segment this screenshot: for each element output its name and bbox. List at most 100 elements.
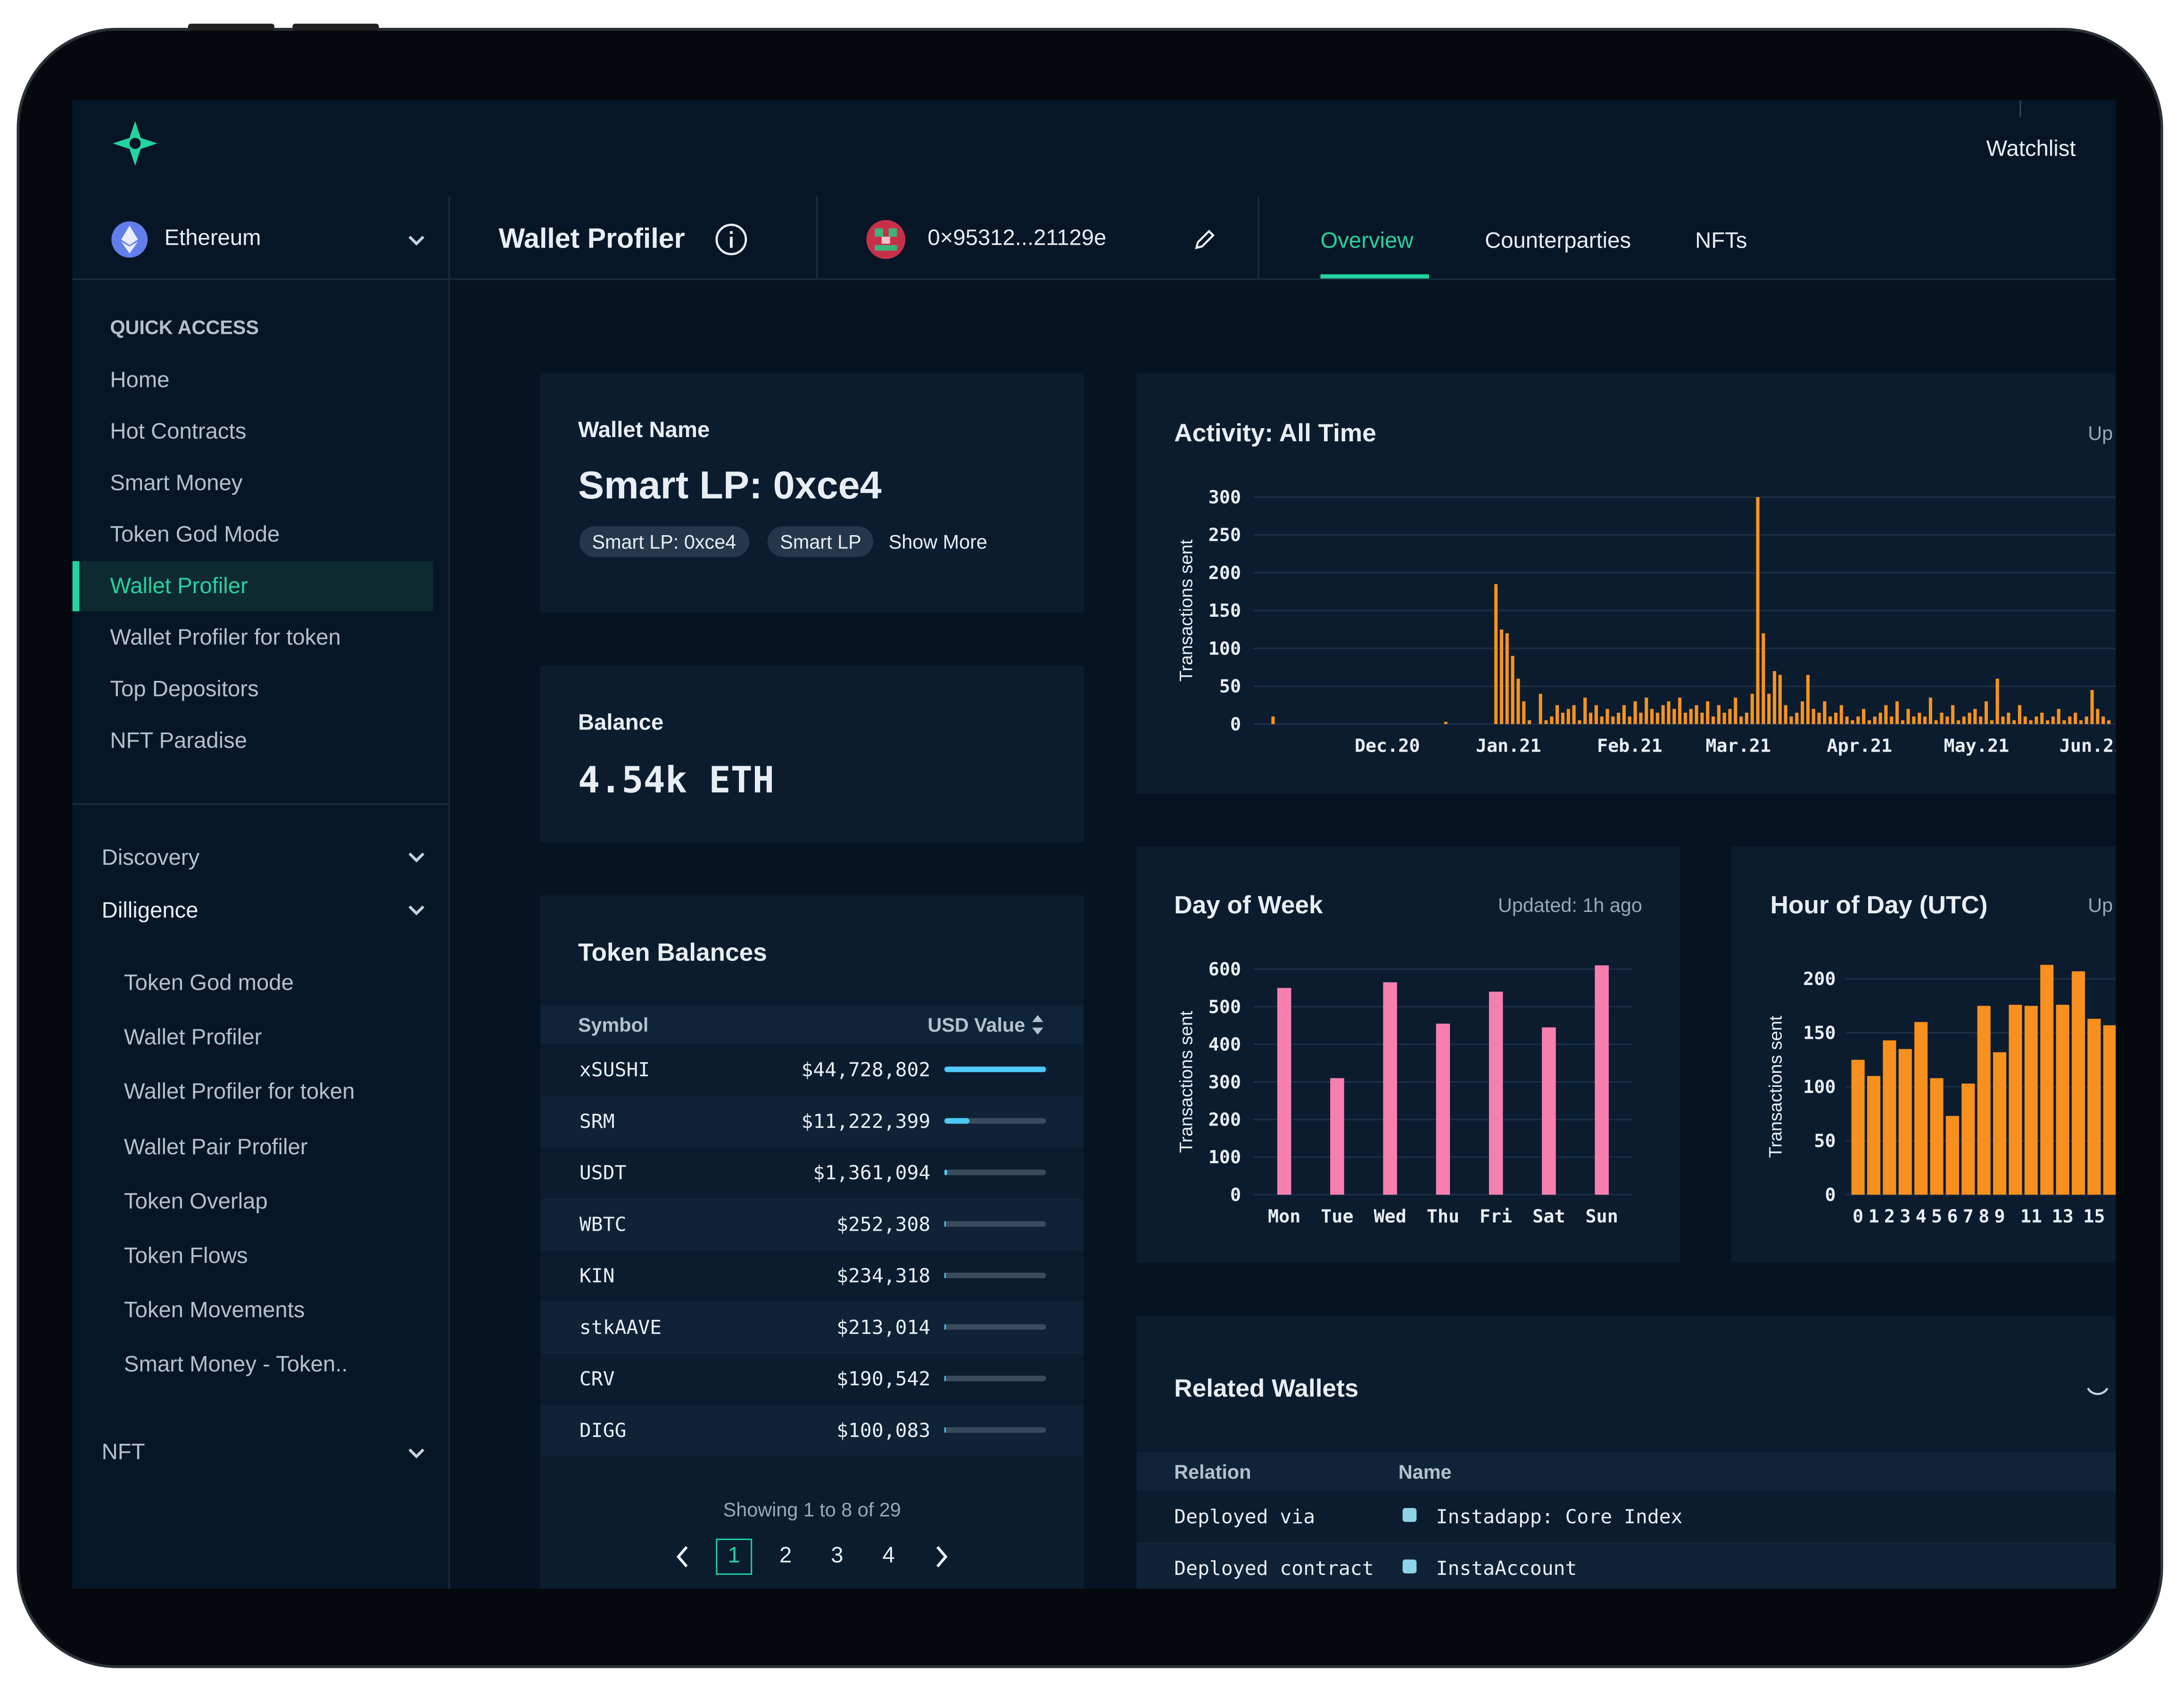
bar — [1550, 716, 1554, 724]
logo — [113, 121, 157, 166]
day-of-week-chart: 0 100 200 300 400 500 600 Transactions sent Mon T… — [1176, 959, 1633, 1227]
y-tick-label: 0 — [1230, 1184, 1241, 1206]
tab[interactable]: NFTs — [1695, 230, 1747, 254]
bar — [2012, 720, 2016, 724]
bar — [1795, 712, 1799, 724]
bar — [1895, 701, 1899, 724]
bar — [1951, 705, 1955, 724]
nav-section[interactable]: Discovery — [101, 846, 200, 870]
nav-section[interactable]: Dilligence — [101, 899, 199, 923]
bar — [1968, 712, 1971, 724]
tab[interactable]: Counterparties — [1485, 230, 1631, 254]
wallet-name[interactable]: InstaAccount — [1436, 1558, 1577, 1581]
bar — [2051, 716, 2055, 724]
table-header — [540, 1005, 1084, 1044]
bar — [2007, 712, 2010, 724]
prev-page[interactable] — [674, 1544, 691, 1569]
bar — [1522, 701, 1526, 724]
page-number[interactable]: 1 — [716, 1539, 753, 1575]
row-bg — [1136, 1542, 2116, 1589]
watchlist-link[interactable]: Watchlist — [1986, 138, 2076, 162]
x-tick-label: Sat — [1532, 1206, 1565, 1227]
bar — [2071, 971, 2085, 1195]
bar — [1271, 716, 1275, 724]
bar — [1934, 720, 1938, 724]
bar — [2107, 720, 2111, 724]
bar — [2096, 709, 2100, 724]
value-bar — [944, 1324, 945, 1330]
bar — [1778, 675, 1782, 724]
updated-label: Updated: 1h ago — [1498, 894, 1642, 917]
info-icon[interactable] — [714, 223, 748, 256]
token-symbol: KIN — [579, 1266, 615, 1288]
bar — [2023, 716, 2027, 724]
bar — [1555, 705, 1559, 724]
page-number[interactable]: 3 — [831, 1544, 844, 1568]
bar — [2101, 716, 2105, 724]
y-tick-label: 0 — [1230, 714, 1241, 735]
bar — [2045, 720, 2050, 724]
nav-item[interactable]: Smart Money — [110, 472, 243, 496]
y-tick-label: 400 — [1208, 1034, 1241, 1055]
chain-select[interactable]: Ethereum — [164, 227, 261, 251]
page-number[interactable]: 2 — [779, 1544, 792, 1568]
nav-item[interactable]: Smart Money - Token.. — [124, 1354, 348, 1378]
section-title: QUICK ACCESS — [110, 316, 259, 339]
x-tick-label: Wed — [1374, 1206, 1406, 1227]
bar — [1801, 701, 1804, 724]
nav-item[interactable]: Wallet Pair Profiler — [124, 1135, 308, 1159]
next-page[interactable] — [933, 1544, 950, 1569]
tab[interactable]: Overview — [1320, 230, 1414, 254]
bar — [1898, 1049, 1912, 1195]
edit-icon[interactable] — [1192, 227, 1217, 252]
bar — [1918, 712, 1921, 724]
nav-item[interactable]: Token God mode — [124, 972, 294, 996]
nav-item[interactable]: NFT Paradise — [110, 729, 248, 753]
nav-item[interactable]: Token Overlap — [124, 1190, 268, 1214]
bar — [1633, 701, 1637, 724]
sort-icon[interactable] — [1031, 1014, 1045, 1036]
bar — [1655, 712, 1659, 724]
nav-item[interactable]: Wallet Profiler — [124, 1026, 262, 1051]
nav-item[interactable]: Wallet Profiler for token — [124, 1081, 355, 1105]
label: Balance — [578, 711, 664, 736]
nav-item[interactable]: Token Flows — [124, 1244, 248, 1269]
nav-item[interactable]: Token God Mode — [110, 523, 280, 547]
y-tick-label: 50 — [1814, 1131, 1836, 1152]
show-more[interactable]: Show More — [888, 530, 987, 553]
page-number[interactable]: 4 — [882, 1544, 895, 1568]
bar — [1995, 679, 1999, 724]
bar — [1806, 675, 1810, 724]
chevron — [408, 905, 425, 916]
bar — [1683, 712, 1688, 724]
chevron — [408, 1448, 425, 1459]
bar — [2087, 1018, 2101, 1195]
bar — [2001, 716, 2005, 724]
sub-bar — [72, 196, 2116, 280]
card-title: Hour of Day (UTC) — [1770, 891, 1988, 919]
bar-track — [944, 1273, 1046, 1278]
entity-icon — [1402, 1559, 1417, 1573]
bar — [1678, 697, 1682, 724]
y-axis-label: Transactions sent — [1176, 539, 1197, 682]
nav-item[interactable]: Wallet Profiler for token — [110, 626, 341, 651]
nav-item[interactable]: Home — [110, 369, 170, 393]
bar — [1961, 1083, 1975, 1195]
wallet-name[interactable]: Instadapp: Core Index — [1436, 1507, 1683, 1529]
nav-item[interactable]: Token Movements — [124, 1299, 305, 1323]
nav-item[interactable]: Top Depositors — [110, 678, 259, 702]
nav-section[interactable]: NFT — [101, 1441, 145, 1465]
table-footer: Showing 1 to 8 of 29 — [723, 1498, 901, 1521]
token-symbol: stkAAVE — [579, 1317, 662, 1340]
nav-item[interactable]: Wallet Profiler — [110, 575, 248, 599]
bar — [1717, 705, 1721, 724]
bar — [1901, 720, 1904, 724]
nav-item[interactable]: Hot Contracts — [110, 420, 247, 445]
wallet-address: 0×95312...21129e — [927, 227, 1107, 251]
bar — [1706, 701, 1710, 724]
column-header[interactable]: USD Value — [927, 1013, 1026, 1036]
bar — [1851, 720, 1854, 724]
